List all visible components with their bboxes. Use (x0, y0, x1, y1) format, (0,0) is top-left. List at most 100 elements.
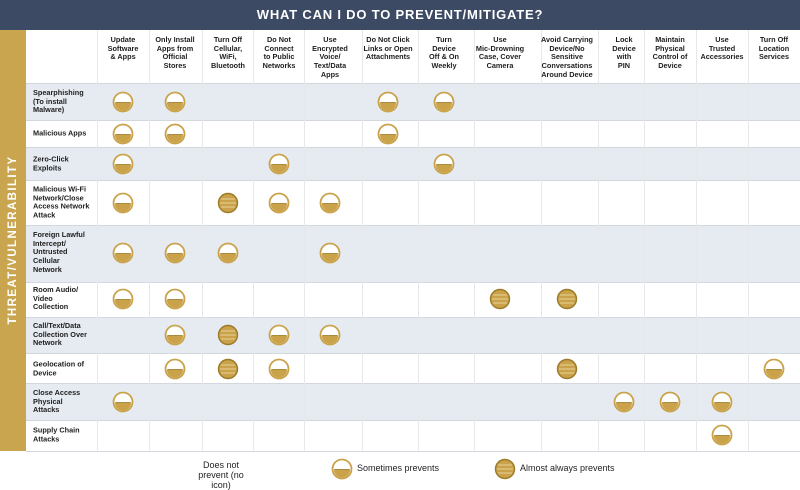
sometimes-prevents-icon (613, 391, 635, 413)
column-header: Turn Off Cellular, WiFi, Bluetooth (210, 35, 246, 71)
sometimes-prevents-icon (319, 242, 341, 264)
column-header: Use Mic-Drowning Case, Cover Camera (475, 35, 525, 71)
row-band (26, 147, 800, 180)
row-band (26, 180, 800, 225)
almost-always-prevents-icon (556, 358, 578, 380)
sometimes-prevents-icon (319, 192, 341, 214)
row-label: Call/Text/Data Collection Over Network (33, 320, 87, 348)
sometimes-prevents-icon (433, 153, 455, 175)
column-divider (253, 30, 254, 451)
column-header: Turn Off Location Services (758, 35, 790, 62)
column-header: Maintain Physical Control of Device (652, 35, 688, 71)
row-band (26, 225, 800, 282)
column-divider (149, 30, 150, 451)
row-label: Geolocation of Device (33, 359, 85, 377)
row-divider (26, 282, 800, 283)
legend: Does not prevent (no icon) Sometimes pre… (0, 451, 800, 490)
sometimes-prevents-icon (711, 424, 733, 446)
legend-icons (331, 458, 516, 480)
column-divider (202, 30, 203, 451)
row-band (26, 353, 800, 383)
legend-almost-mark (494, 458, 516, 480)
row-divider (26, 225, 800, 226)
almost-always-prevents-icon (217, 192, 239, 214)
row-label: Malicious Wi-Fi Network/Close Access Netwo… (33, 184, 90, 220)
column-divider (97, 30, 98, 451)
row-label: Close Access Physical Attacks (33, 387, 81, 415)
column-divider (418, 30, 419, 451)
sometimes-prevents-icon (112, 288, 134, 310)
row-divider (26, 353, 800, 354)
sometimes-prevents-icon (711, 391, 733, 413)
row-band (26, 420, 800, 451)
sometimes-prevents-icon (112, 242, 134, 264)
row-label: Room Audio/Video Collection (33, 284, 79, 312)
sometimes-prevents-icon (268, 192, 290, 214)
almost-always-prevents-icon (217, 324, 239, 346)
column-header: Do Not Connect to Public Networks (262, 35, 296, 71)
sometimes-prevents-icon (112, 192, 134, 214)
row-divider (26, 83, 800, 84)
sometimes-prevents-icon (659, 391, 681, 413)
sometimes-prevents-icon (164, 324, 186, 346)
sometimes-prevents-icon (112, 123, 134, 145)
almost-always-prevents-icon (556, 288, 578, 310)
sometimes-prevents-icon (377, 91, 399, 113)
column-divider (541, 30, 542, 451)
column-divider (362, 30, 363, 451)
sometimes-prevents-icon (112, 391, 134, 413)
row-divider (26, 420, 800, 421)
row-divider (26, 451, 800, 452)
column-divider (748, 30, 749, 451)
sometimes-prevents-icon (763, 358, 785, 380)
column-header: Use Trusted Accessories (700, 35, 744, 62)
row-divider (26, 180, 800, 181)
row-band (26, 83, 800, 120)
column-header: Do Not Click Links or Open Attachments (363, 35, 413, 62)
column-divider (598, 30, 599, 451)
sometimes-prevents-icon (164, 242, 186, 264)
side-axis-band: THREAT/VULNERABILITY (0, 30, 26, 451)
sometimes-prevents-icon (268, 153, 290, 175)
column-header: Only Install Apps from Official Stores (155, 35, 195, 71)
column-header: Use Encrypted Voice/Text/Data Apps (312, 35, 348, 79)
sometimes-prevents-icon (112, 153, 134, 175)
row-band (26, 282, 800, 317)
sometimes-prevents-icon (319, 324, 341, 346)
legend-sometimes-mark (331, 458, 353, 480)
row-divider (26, 317, 800, 318)
row-label: Foreign Lawful Intercept/Untrusted Cellula… (33, 230, 85, 275)
sometimes-prevents-icon (377, 123, 399, 145)
row-band (26, 317, 800, 353)
legend-almost-label: Almost always prevents (520, 463, 615, 473)
almost-always-prevents-icon (489, 288, 511, 310)
sometimes-prevents-icon (433, 91, 455, 113)
sometimes-prevents-icon (268, 358, 290, 380)
row-divider (26, 383, 800, 384)
sometimes-prevents-icon (217, 242, 239, 264)
column-divider (696, 30, 697, 451)
column-header: Turn Device Off & On Weekly (429, 35, 459, 71)
column-divider (474, 30, 475, 451)
row-label: Supply Chain Attacks (33, 425, 80, 443)
legend-sometimes-label: Sometimes prevents (357, 463, 440, 473)
column-header: Update Software & Apps (107, 35, 139, 62)
sometimes-prevents-icon (112, 91, 134, 113)
sometimes-prevents-icon (164, 358, 186, 380)
row-divider (26, 120, 800, 121)
column-divider (644, 30, 645, 451)
row-label: Spearphishing (To install Malware) (33, 87, 84, 115)
sometimes-prevents-icon (164, 288, 186, 310)
page-title: WHAT CAN I DO TO PREVENT/MITIGATE? (0, 0, 800, 30)
column-header: Avoid Carrying Device/No Sensitive Conversa… (540, 35, 594, 79)
legend-almost-icon (494, 458, 516, 480)
sometimes-prevents-icon (164, 123, 186, 145)
legend-none-label: Does not prevent (no icon) (198, 460, 244, 490)
legend-sometimes-icon (331, 458, 353, 480)
sometimes-prevents-icon (164, 91, 186, 113)
row-band (26, 120, 800, 147)
column-divider (304, 30, 305, 451)
row-label: Malicious Apps (33, 128, 87, 138)
almost-always-prevents-icon (217, 358, 239, 380)
